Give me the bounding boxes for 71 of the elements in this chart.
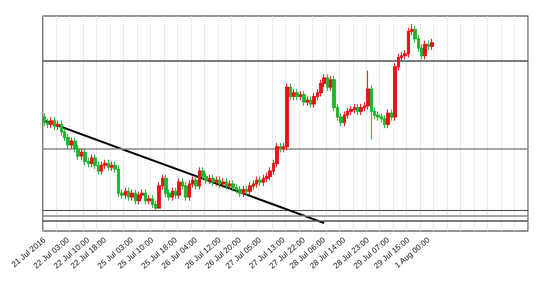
candlestick	[144, 189, 147, 205]
candlestick	[258, 176, 262, 186]
candlestick	[370, 84, 373, 140]
candlestick	[107, 159, 110, 172]
candlestick	[171, 187, 174, 202]
candlestick	[130, 189, 134, 202]
candlestick	[383, 114, 387, 129]
candlestick	[349, 105, 353, 116]
candlestick	[184, 182, 188, 202]
candlestick	[117, 164, 120, 198]
candlestick	[221, 178, 225, 188]
candlestick	[211, 174, 215, 186]
candlestick	[312, 92, 316, 108]
candlestick	[127, 187, 130, 202]
candlestick	[430, 38, 434, 51]
candlestick	[309, 96, 312, 108]
candlestick	[188, 180, 191, 202]
candlestick	[242, 185, 245, 198]
candlestick	[306, 96, 309, 106]
candlestick	[225, 178, 228, 190]
candlestick	[238, 185, 242, 198]
candlestick	[356, 103, 360, 116]
candlestick	[390, 109, 393, 122]
candlestick	[407, 27, 410, 58]
candlestick	[248, 182, 252, 196]
candlestick	[53, 116, 56, 131]
candlestick	[90, 154, 93, 168]
candlestick	[83, 148, 87, 166]
candlestick	[292, 88, 296, 101]
candlestick	[299, 90, 302, 101]
candlestick	[198, 166, 201, 190]
candlestick	[228, 180, 232, 190]
candlestick	[353, 103, 356, 114]
candlestick	[208, 174, 211, 184]
candlestick	[134, 189, 137, 205]
candlestick	[326, 74, 329, 92]
candlestick	[343, 110, 346, 127]
candlestick	[194, 176, 198, 190]
candlestick	[255, 176, 258, 188]
candlestick	[49, 116, 53, 129]
candlestick	[279, 142, 282, 153]
candlestick	[137, 190, 141, 205]
candlestick	[423, 40, 427, 60]
candlestick	[359, 103, 363, 116]
candlestick	[245, 185, 248, 196]
candlestick	[262, 174, 265, 186]
candlestick	[289, 83, 292, 101]
candlestick	[147, 194, 151, 205]
candlestick	[302, 90, 306, 106]
candlestick	[235, 183, 238, 194]
candlestick	[366, 70, 370, 110]
candlestick	[70, 136, 73, 150]
candlestick	[386, 109, 390, 129]
candlestick	[43, 112, 46, 127]
candlestick	[427, 40, 430, 51]
candlestick	[80, 148, 83, 160]
candlestick	[218, 176, 221, 188]
candlestick	[177, 178, 181, 200]
candlestick	[174, 187, 178, 200]
candlestick	[164, 174, 168, 198]
candlestick	[215, 176, 218, 186]
candlestick	[285, 83, 289, 151]
candlestick	[100, 161, 103, 176]
candlestick	[151, 194, 154, 209]
candlestick	[231, 180, 235, 192]
candlestick	[295, 88, 299, 101]
candlestick	[56, 120, 60, 131]
candlestick	[124, 187, 127, 200]
candlestick	[376, 110, 380, 122]
candlestick	[110, 161, 114, 172]
candlestick	[201, 166, 205, 181]
